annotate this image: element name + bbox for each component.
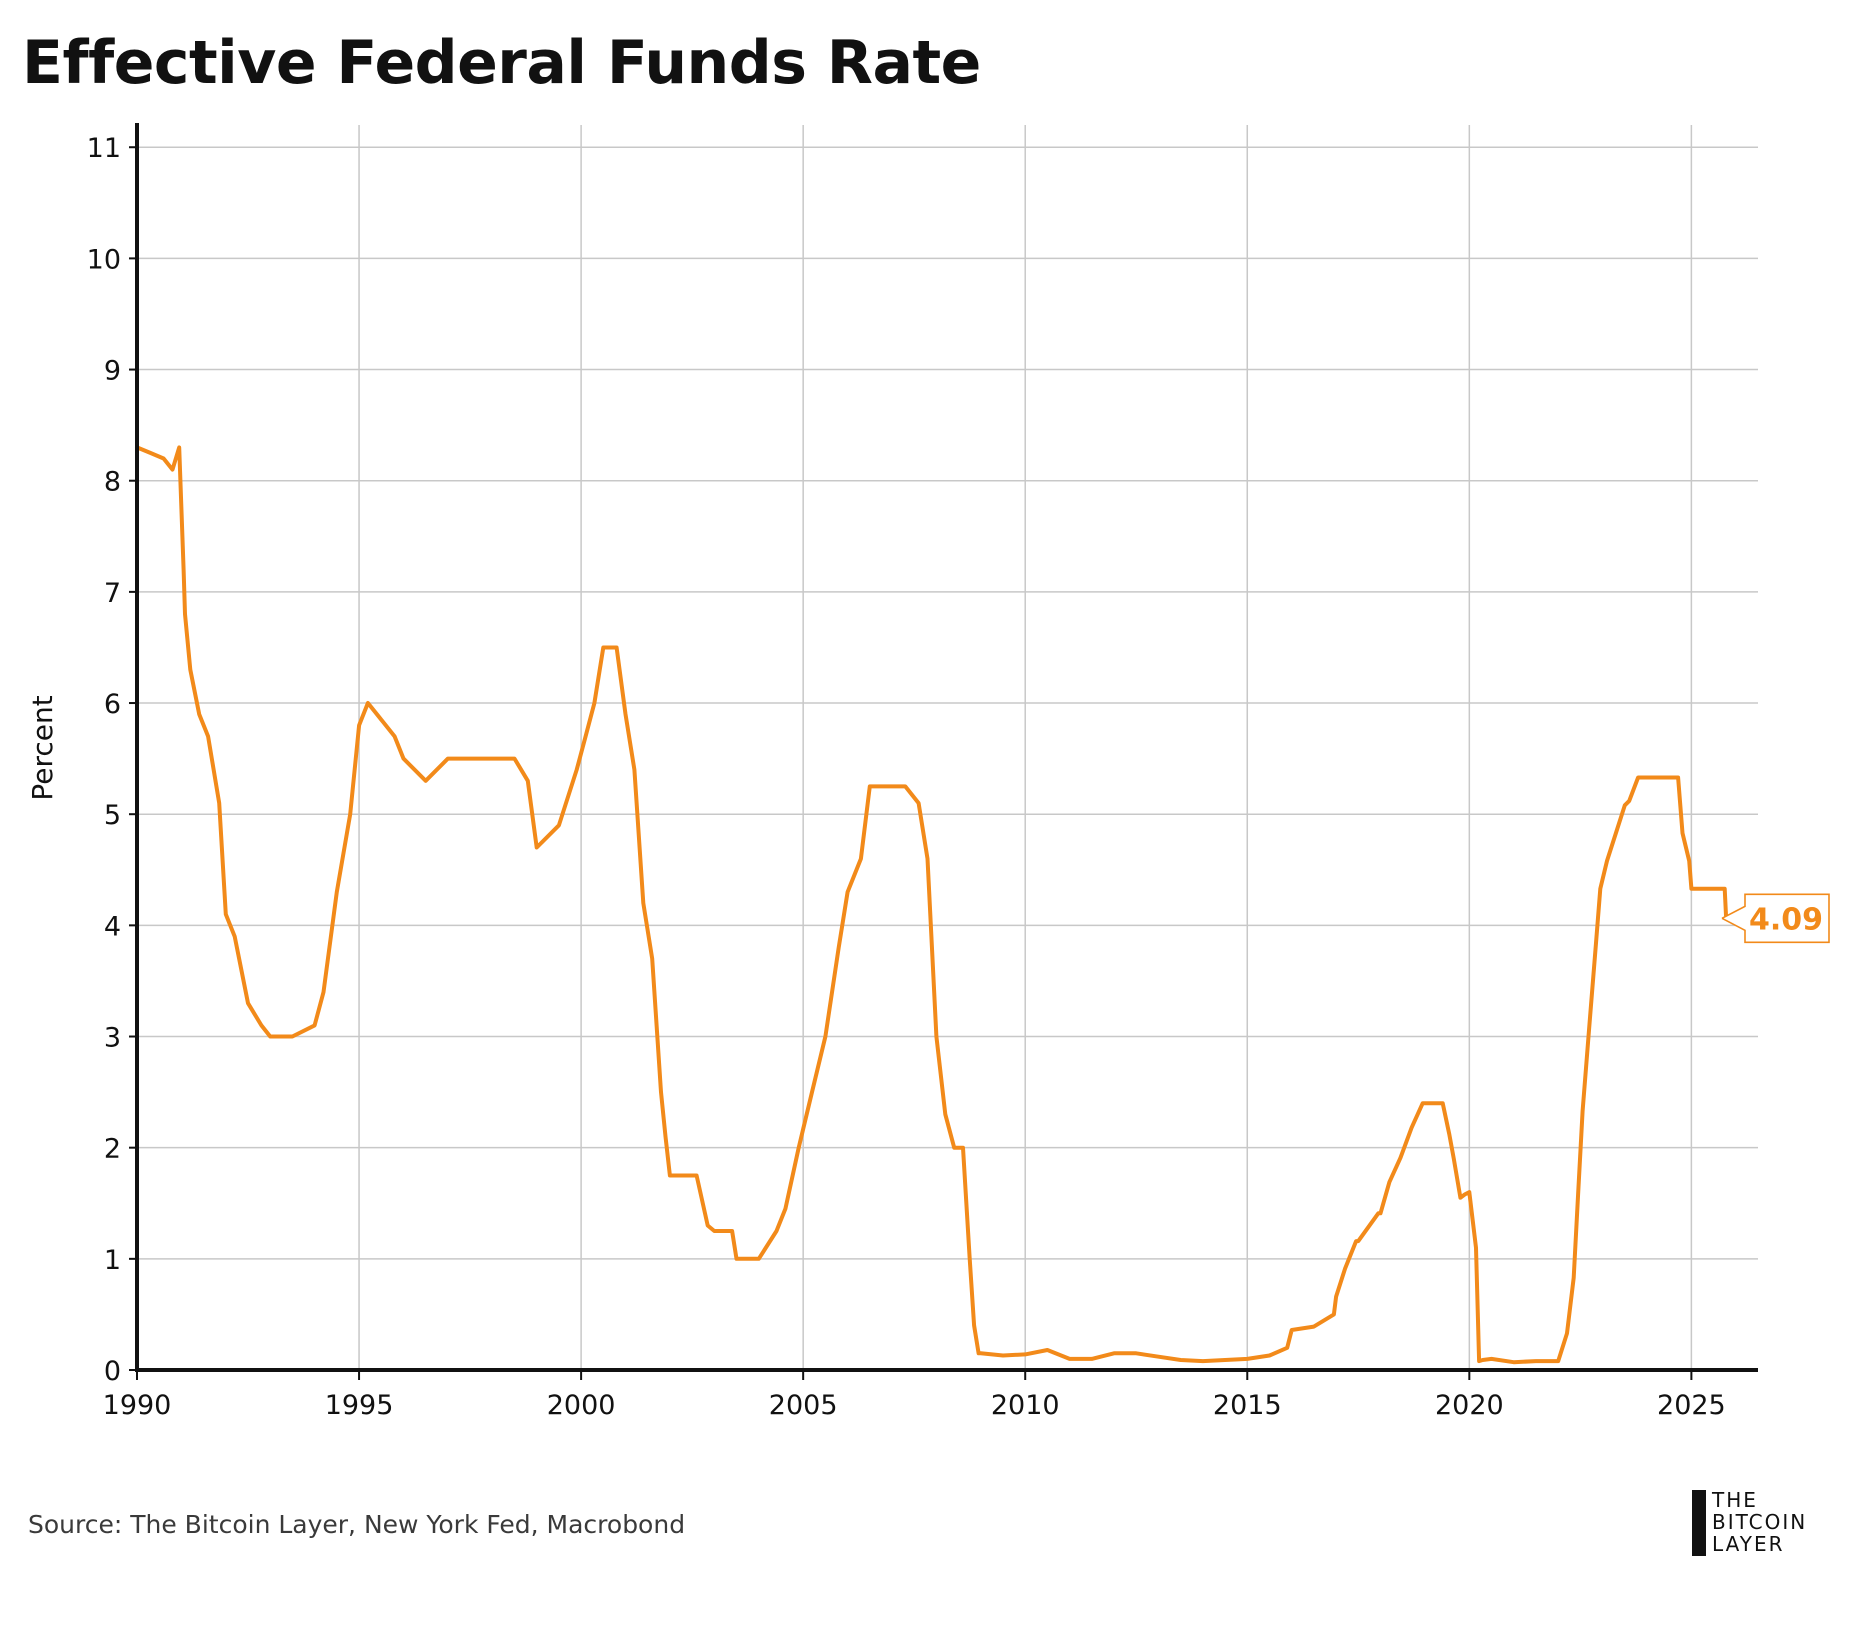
y-tick-label-0: 0 bbox=[104, 1356, 121, 1387]
last-value-callout-box bbox=[1721, 893, 1830, 944]
y-tick-label-11: 11 bbox=[87, 133, 121, 164]
logo-line-2: BITCOIN bbox=[1712, 1510, 1808, 1534]
y-tick-label-4: 4 bbox=[104, 911, 121, 942]
x-tick-label-2020: 2020 bbox=[1435, 1390, 1504, 1421]
source-note: Source: The Bitcoin Layer, New York Fed,… bbox=[28, 1510, 686, 1539]
y-axis-title: Percent bbox=[26, 695, 59, 800]
logo-text: THE BITCOIN LAYER bbox=[1712, 1489, 1807, 1555]
last-value-label: 4.09 bbox=[1749, 902, 1823, 937]
y-tick-label-2: 2 bbox=[104, 1134, 121, 1165]
x-tick-label-1995: 1995 bbox=[325, 1390, 394, 1421]
logo-bar bbox=[1692, 1490, 1706, 1556]
logo-line-1: THE bbox=[1712, 1488, 1758, 1512]
x-tick-label-2000: 2000 bbox=[547, 1390, 616, 1421]
y-tick-label-1: 1 bbox=[104, 1245, 121, 1276]
grid bbox=[137, 125, 1758, 1370]
y-tick-label-5: 5 bbox=[104, 800, 121, 831]
y-axis-ticks: 0 1 2 3 4 5 6 7 8 9 10 11 bbox=[87, 133, 137, 1387]
x-tick-label-2005: 2005 bbox=[769, 1390, 838, 1421]
y-tick-label-6: 6 bbox=[104, 689, 121, 720]
logo-line-3: LAYER bbox=[1712, 1532, 1785, 1556]
series-line-effective-fed-funds-rate bbox=[135, 445, 1728, 1365]
y-tick-label-9: 9 bbox=[104, 356, 121, 387]
last-value-callout: 4.09 bbox=[1721, 893, 1830, 944]
x-tick-label-2015: 2015 bbox=[1213, 1390, 1282, 1421]
x-tick-label-1990: 1990 bbox=[103, 1390, 172, 1421]
y-tick-label-8: 8 bbox=[104, 467, 121, 498]
y-tick-label-7: 7 bbox=[104, 578, 121, 609]
x-axis-ticks: 1990 1995 2000 2005 2010 2015 2020 2025 bbox=[103, 1370, 1726, 1421]
x-tick-label-2010: 2010 bbox=[991, 1390, 1060, 1421]
bitcoin-layer-logo: THE BITCOIN LAYER bbox=[1692, 1489, 1862, 1558]
y-tick-label-10: 10 bbox=[87, 244, 121, 275]
chart-title: Effective Federal Funds Rate bbox=[22, 28, 981, 98]
y-tick-label-3: 3 bbox=[104, 1023, 121, 1054]
x-tick-label-2025: 2025 bbox=[1657, 1390, 1726, 1421]
